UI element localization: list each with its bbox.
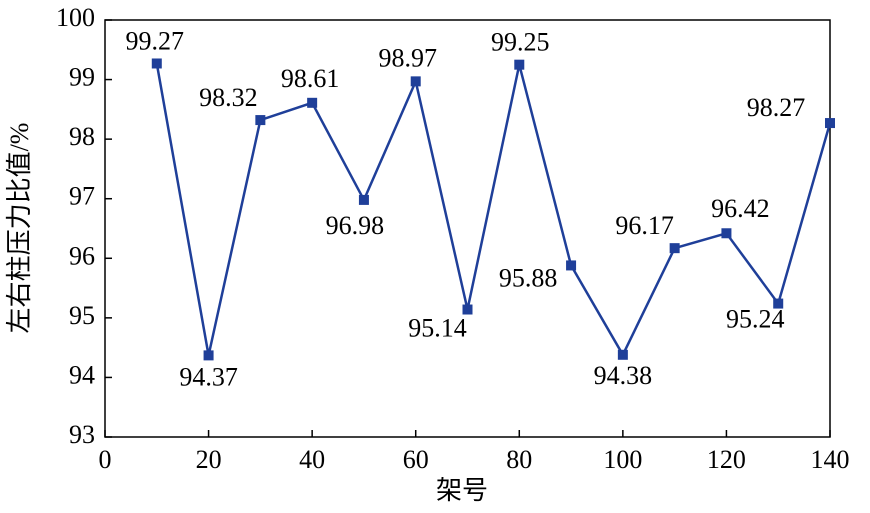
data-marker [151, 58, 162, 69]
data-marker [566, 260, 577, 271]
y-tick-label: 100 [56, 3, 95, 32]
data-marker [410, 76, 421, 87]
data-marker [514, 59, 525, 70]
data-label: 95.88 [499, 263, 558, 292]
data-label: 96.17 [615, 211, 674, 240]
data-line [155, 63, 832, 358]
y-tick-label: 93 [69, 420, 95, 449]
x-tick-label: 40 [299, 445, 325, 474]
data-marker [669, 243, 680, 254]
x-axis-label: 架号 [436, 476, 488, 505]
y-tick-label: 98 [69, 122, 95, 151]
x-tick-label: 120 [707, 445, 746, 474]
data-marker [255, 115, 266, 126]
data-label: 96.42 [711, 194, 770, 223]
data-label: 96.98 [326, 211, 385, 240]
data-marker [617, 349, 628, 360]
x-tick-label: 60 [403, 445, 429, 474]
x-tick-label: 140 [811, 445, 850, 474]
data-label: 95.14 [408, 313, 467, 342]
data-marker [721, 228, 732, 239]
data-label: 98.61 [281, 64, 340, 93]
x-tick-label: 100 [603, 445, 642, 474]
data-label: 99.25 [491, 28, 550, 57]
y-tick-label: 99 [69, 63, 95, 92]
plot-frame [104, 19, 831, 438]
y-tick-label: 96 [69, 241, 95, 270]
data-label: 98.97 [378, 43, 437, 72]
x-tick-label: 20 [196, 445, 222, 474]
data-marker [773, 298, 784, 309]
y-tick-label: 97 [69, 182, 95, 211]
y-axis-label: 左右柱压力比值/% [5, 123, 34, 334]
data-label: 99.27 [126, 26, 185, 55]
data-label: 95.24 [726, 305, 785, 334]
data-marker [462, 304, 473, 315]
y-tick-label: 95 [69, 301, 95, 330]
x-tick-label: 80 [506, 445, 532, 474]
data-label: 94.38 [594, 361, 653, 390]
x-tick-label: 0 [99, 445, 112, 474]
data-marker [358, 194, 369, 205]
data-label: 98.32 [199, 83, 258, 112]
y-tick-label: 94 [69, 360, 95, 389]
data-marker [825, 118, 835, 129]
data-marker [307, 97, 318, 108]
data-label: 94.37 [179, 362, 238, 391]
data-marker [203, 350, 214, 361]
data-label: 98.27 [747, 93, 806, 122]
